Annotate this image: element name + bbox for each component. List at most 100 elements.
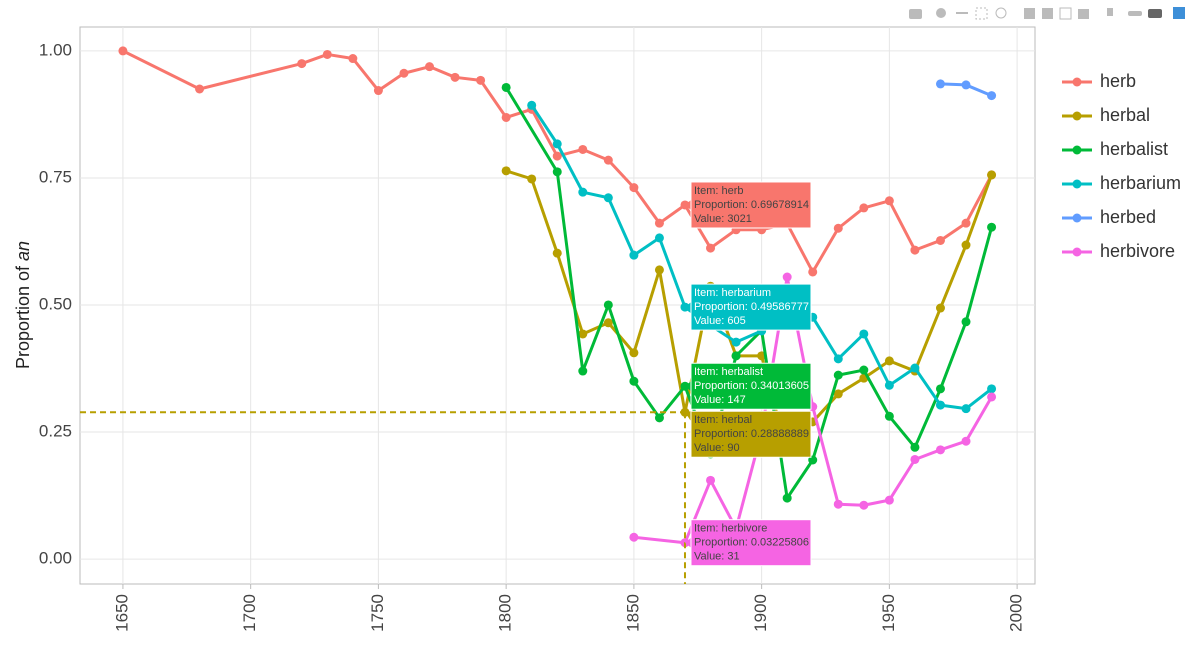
plotly-logo[interactable] <box>1173 7 1185 19</box>
y-axis-title-text: Proportion of <box>13 265 33 369</box>
legend-label: herbarium <box>1100 173 1181 193</box>
hover-tooltip: Item: herbivore Proportion: 0.03225806 Val… <box>684 519 812 567</box>
tooltip-text: Proportion: 0.34013605 <box>694 380 809 392</box>
legend-label: herbalist <box>1100 139 1168 159</box>
data-point <box>399 68 409 78</box>
data-point <box>808 267 818 277</box>
data-point <box>859 365 869 375</box>
data-point <box>731 337 741 347</box>
data-point <box>629 348 639 358</box>
hover-closest-icon[interactable] <box>1128 11 1142 16</box>
legend-label: herbal <box>1100 105 1150 125</box>
tooltip-text: Item: herbal <box>694 414 752 426</box>
data-point <box>910 442 920 452</box>
data-point <box>654 233 664 243</box>
data-point <box>552 151 562 161</box>
data-point <box>808 455 818 465</box>
hover-tooltip: Item: herb Proportion: 0.69678914 Value: 3… <box>684 181 812 229</box>
x-tick-label: 1950 <box>879 594 898 632</box>
x-tick-label: 1800 <box>496 594 515 632</box>
data-point <box>654 413 664 423</box>
tooltip-text: Item: herb <box>694 185 744 197</box>
pan-icon[interactable] <box>956 12 968 14</box>
data-point <box>552 139 562 149</box>
zoom-icon[interactable] <box>936 8 946 18</box>
data-point <box>118 46 128 56</box>
autoscale-icon[interactable] <box>1059 7 1072 20</box>
data-point <box>833 223 843 233</box>
data-point <box>884 356 894 366</box>
tooltip-text: Item: herbarium <box>694 287 771 299</box>
data-point <box>884 380 894 390</box>
data-point <box>450 72 460 82</box>
y-tick-label: 0.50 <box>39 294 72 313</box>
plot-area <box>79 26 1036 585</box>
data-point <box>603 155 613 165</box>
x-tick-label: 2000 <box>1007 594 1026 632</box>
data-point <box>782 493 792 503</box>
data-point <box>527 174 537 184</box>
data-point <box>552 248 562 258</box>
y-tick-label: 0.25 <box>39 422 72 441</box>
lasso-icon[interactable] <box>995 7 1007 19</box>
x-tick-label: 1850 <box>623 594 642 632</box>
data-point <box>910 454 920 464</box>
x-tick-label: 1700 <box>240 594 259 632</box>
data-point <box>603 193 613 203</box>
data-point <box>833 389 843 399</box>
data-point <box>833 370 843 380</box>
tooltip-pointer <box>684 302 691 313</box>
reset-icon[interactable] <box>1078 9 1089 19</box>
data-point <box>578 187 588 197</box>
data-point <box>782 272 792 282</box>
tooltip-box <box>690 410 812 458</box>
data-point <box>961 80 971 90</box>
data-point <box>629 532 639 542</box>
hover-tooltip: Item: herbal Proportion: 0.28888889 Value:… <box>684 410 812 458</box>
data-point <box>731 351 741 361</box>
series-line <box>633 275 993 545</box>
tooltip-text: Value: 147 <box>694 394 746 406</box>
tooltip-text: Item: herbivore <box>694 523 767 535</box>
legend-marker <box>1072 111 1082 121</box>
data-point <box>884 196 894 206</box>
data-point <box>501 112 511 122</box>
tooltip-pointer <box>684 537 691 548</box>
tooltip-text: Proportion: 0.03225806 <box>694 537 809 549</box>
select-icon[interactable] <box>975 7 988 20</box>
tooltip-text: Proportion: 0.69678914 <box>694 199 809 211</box>
data-point <box>987 384 997 394</box>
data-point <box>935 235 945 245</box>
data-point <box>578 329 588 339</box>
data-point <box>935 384 945 394</box>
camera-icon[interactable] <box>909 9 922 19</box>
tooltip-box <box>690 519 812 567</box>
x-tick-label: 1750 <box>368 594 387 632</box>
tooltip-text: Value: 90 <box>694 442 740 454</box>
zoom-out-icon[interactable] <box>1042 8 1053 19</box>
legend-marker <box>1072 179 1082 189</box>
tooltip-text: Value: 31 <box>694 551 740 563</box>
legend-marker <box>1072 213 1082 223</box>
data-point <box>373 86 383 96</box>
data-point <box>603 300 613 310</box>
legend-marker <box>1072 77 1082 87</box>
data-point <box>987 91 997 101</box>
tooltip-pointer <box>684 411 691 422</box>
data-point <box>527 100 537 110</box>
data-point <box>425 62 435 72</box>
data-point <box>501 82 511 92</box>
data-point <box>706 243 716 253</box>
tooltip-text: Proportion: 0.28888889 <box>694 428 809 440</box>
data-point <box>603 318 613 328</box>
data-point <box>935 303 945 313</box>
data-point <box>552 167 562 177</box>
zoom-in-icon[interactable] <box>1024 8 1035 19</box>
data-point <box>476 75 486 85</box>
hover-tooltip: Item: herbarium Proportion: 0.49586777 Val… <box>684 283 812 331</box>
data-point <box>859 329 869 339</box>
spike-icon[interactable] <box>1107 8 1113 16</box>
hover-compare-icon[interactable] <box>1148 9 1162 18</box>
data-point <box>629 250 639 260</box>
